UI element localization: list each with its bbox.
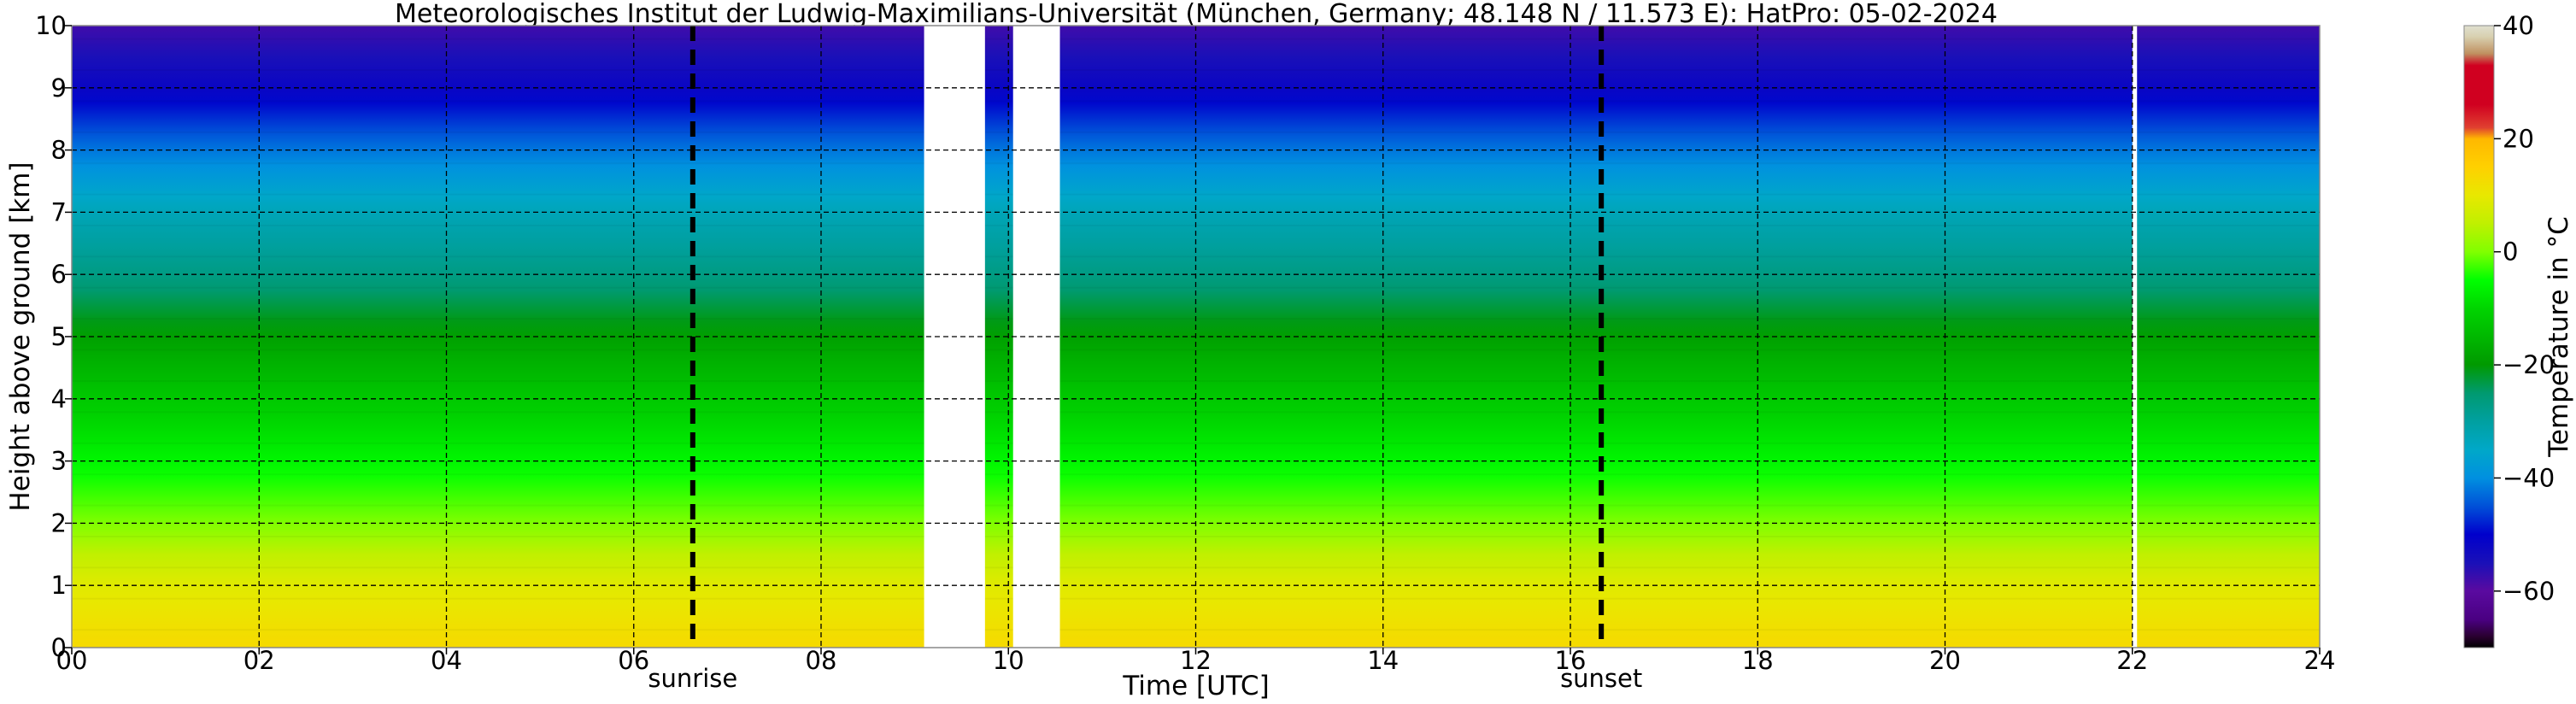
sunset-label: sunset	[1560, 664, 1642, 693]
x-tick-label: 06	[618, 646, 649, 675]
y-tick-label: 6	[51, 260, 67, 289]
y-tick-label: 3	[51, 447, 67, 476]
data-gap-1	[1012, 26, 1060, 648]
colorbar-tick-label: −60	[2503, 577, 2555, 606]
x-axis-label: Time [UTC]	[1122, 671, 1269, 701]
colorbar	[2463, 25, 2495, 648]
y-axis-label: Height above ground [km]	[5, 161, 36, 511]
y-tick-label: 1	[51, 571, 67, 600]
x-tick-label: 00	[56, 646, 88, 675]
y-tick-label: 4	[51, 384, 67, 414]
plot-area	[72, 26, 2320, 648]
x-tick-label: 04	[431, 646, 462, 675]
y-tick-label: 10	[35, 11, 67, 40]
sun-event-lines	[689, 26, 1605, 648]
x-tick-label: 10	[993, 646, 1024, 675]
colorbar-tick-label: 20	[2503, 124, 2534, 153]
chart-title: Meteorologisches Institut der Ludwig-Max…	[395, 0, 1998, 29]
colorbar-tick-label: 40	[2503, 11, 2534, 40]
x-tick-label: 16	[1555, 646, 1587, 675]
y-axis-ticks: 0 1 2 3 4 5 6 7 8 9 10	[35, 11, 72, 662]
colorbar-label: Temperature in °C	[2544, 216, 2574, 457]
x-tick-label: 02	[244, 646, 275, 675]
sunrise-label: sunrise	[648, 664, 737, 693]
y-tick-label: 8	[51, 136, 67, 165]
x-axis-ticks: 00 02 04 06 08 10 12 14 16 18 20 22 24	[56, 646, 2336, 675]
colorbar-ticks: −60 −40 −20 0 20 40	[2494, 11, 2555, 606]
colorbar-tick-label: 0	[2503, 238, 2518, 267]
y-tick-label: 0	[51, 633, 67, 662]
x-tick-label: 12	[1180, 646, 1212, 675]
grid-lines	[72, 26, 2320, 648]
x-tick-label: 18	[1742, 646, 1774, 675]
y-tick-label: 9	[51, 73, 67, 103]
x-tick-label: 22	[2116, 646, 2148, 675]
x-tick-label: 20	[1929, 646, 1961, 675]
colorbar-tick-label: −20	[2503, 350, 2555, 379]
x-tick-label: 08	[806, 646, 837, 675]
colorbar-tick-label: −40	[2503, 463, 2555, 492]
y-tick-label: 5	[51, 322, 67, 351]
x-tick-label: 24	[2304, 646, 2336, 675]
y-tick-label: 7	[51, 197, 67, 226]
x-tick-label: 14	[1367, 646, 1399, 675]
sun-event-labels: sunrise sunset	[648, 664, 1642, 693]
y-tick-label: 2	[51, 508, 67, 537]
